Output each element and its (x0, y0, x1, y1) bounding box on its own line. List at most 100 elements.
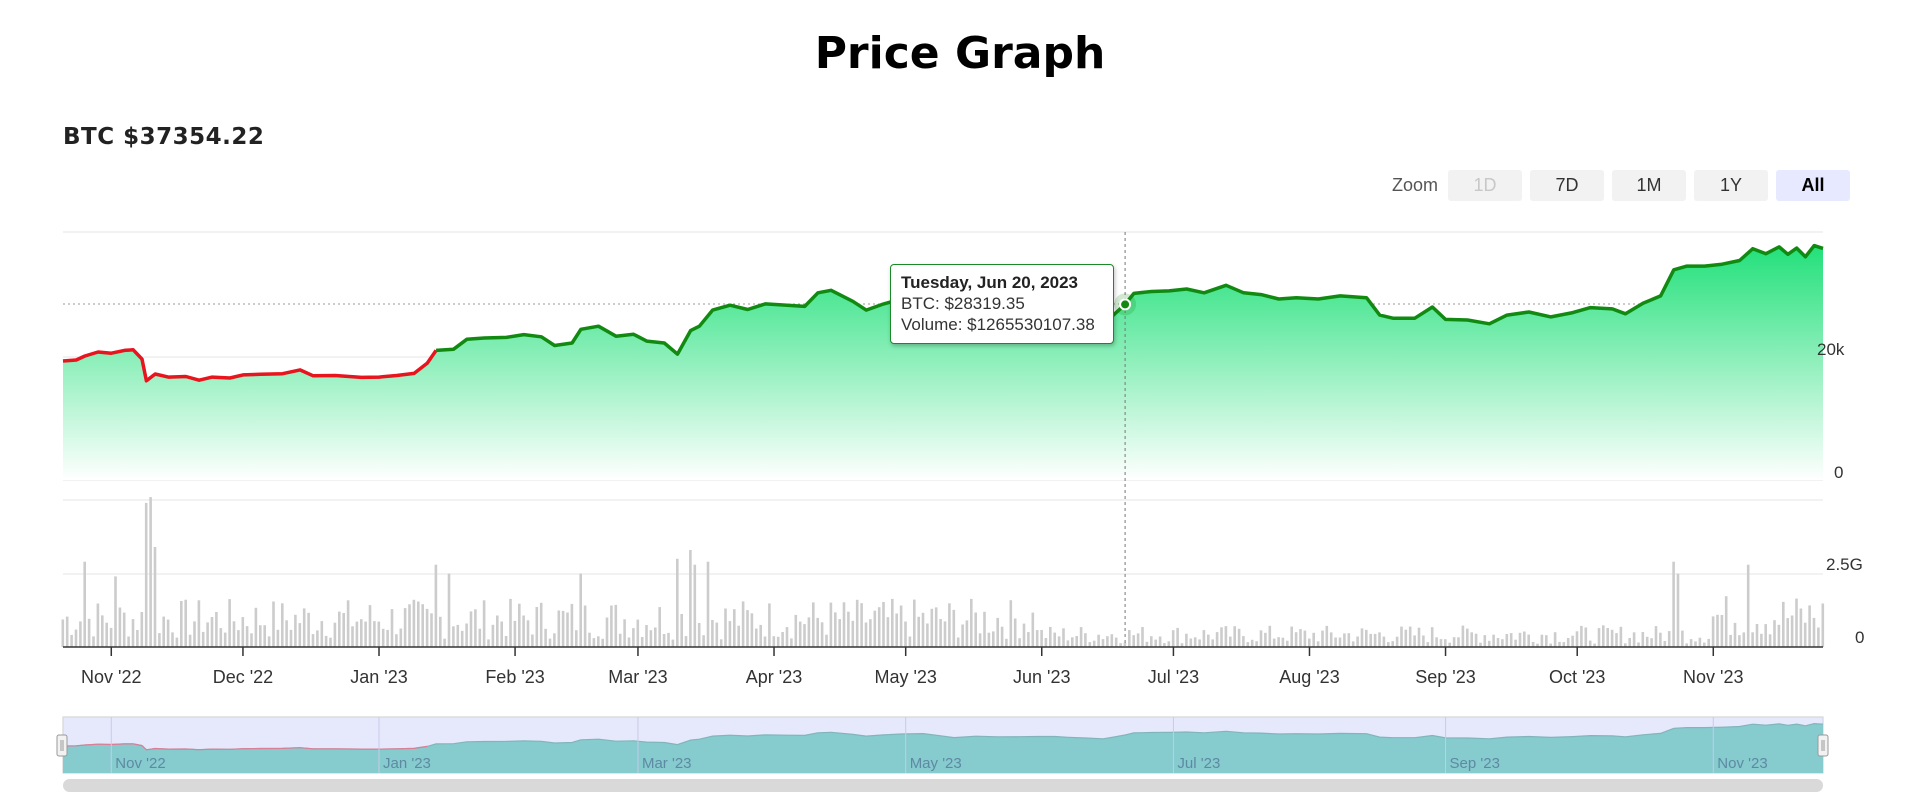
volume-bar (899, 605, 903, 647)
volume-bar (92, 636, 95, 647)
x-axis-tick-label: Feb '23 (485, 667, 544, 687)
volume-bar (131, 619, 135, 647)
volume-bar (1141, 627, 1144, 647)
zoom-1y-button[interactable]: 1Y (1694, 170, 1768, 201)
volume-bar (1220, 627, 1223, 647)
volume-bar (733, 609, 736, 647)
volume-bar (65, 616, 69, 647)
volume-bar (219, 628, 223, 647)
volume-bar (1049, 626, 1052, 647)
volume-bar (1509, 633, 1513, 647)
volume-bar (610, 605, 613, 647)
volume-bar (825, 634, 828, 647)
volume-bar (697, 623, 701, 647)
volume-bar (1738, 635, 1741, 647)
volume-bar (469, 611, 473, 647)
price-line-down-segment (62, 348, 438, 383)
volume-bar (583, 605, 587, 647)
volume-bar (847, 611, 850, 647)
zoom-1m-button[interactable]: 1M (1612, 170, 1686, 201)
volume-bar (820, 622, 824, 647)
volume-bar (838, 619, 841, 647)
volume-bar (96, 603, 100, 647)
volume-bar (1720, 615, 1724, 647)
volume-bar (640, 637, 644, 647)
volume-bar (228, 599, 231, 647)
volume-bar (1066, 640, 1070, 647)
navigator-scrollbar[interactable] (63, 779, 1823, 792)
volume-bar (1654, 626, 1658, 647)
volume-bar (684, 636, 688, 647)
volume-bar (930, 608, 934, 647)
volume-bar (1040, 630, 1043, 647)
volume-bar (1057, 636, 1061, 647)
volume-bar (1821, 603, 1825, 647)
volume-bar (1101, 639, 1105, 647)
volume-bar (101, 615, 104, 647)
volume-bar (1150, 636, 1153, 647)
volume-bar (381, 628, 385, 647)
volume-bar (1035, 630, 1039, 647)
volume-bar (346, 600, 350, 647)
volume-bar (1523, 631, 1526, 647)
volume-bar (978, 633, 982, 647)
volume-bar (983, 611, 986, 647)
volume-bar (992, 631, 995, 647)
volume-bar (544, 628, 547, 647)
volume-bar (741, 601, 745, 647)
volume-bar (201, 631, 205, 647)
volume-bar (316, 630, 319, 647)
volume-bar (166, 619, 170, 647)
price-area (63, 245, 1823, 480)
volume-bar (1312, 632, 1315, 647)
volume-bar (1716, 614, 1719, 647)
volume-bar (970, 598, 973, 647)
volume-bar (1501, 639, 1504, 647)
volume-bar (1711, 616, 1715, 647)
navigator-selection-mask[interactable] (63, 717, 1823, 773)
volume-bar (79, 621, 82, 647)
volume-bar (421, 604, 424, 647)
volume-bar (1373, 633, 1377, 647)
volume-bar (403, 608, 407, 647)
volume-bar (807, 617, 811, 647)
volume-bar (1698, 637, 1702, 647)
volume-bar (1479, 642, 1482, 647)
volume-bar (803, 624, 806, 647)
volume-bar (908, 636, 912, 647)
zoom-1d-button[interactable]: 1D (1448, 170, 1522, 201)
volume-bar (834, 612, 837, 647)
volume-bar (711, 620, 714, 647)
navigator-left-handle[interactable] (56, 734, 68, 757)
volume-bar (281, 603, 284, 647)
zoom-all-button[interactable]: All (1776, 170, 1850, 201)
volume-bar (1009, 600, 1013, 647)
volume-bar (1198, 639, 1201, 647)
volume-bar (601, 638, 604, 647)
navigator-right-handle[interactable] (1817, 734, 1829, 757)
volume-bar (1566, 638, 1570, 647)
x-axis-tick-label: Jul '23 (1148, 667, 1199, 687)
volume-bar (1408, 626, 1412, 647)
volume-bar (355, 621, 359, 647)
x-axis-tick-label: Aug '23 (1279, 667, 1340, 687)
x-axis-tick-label: Oct '23 (1549, 667, 1605, 687)
tooltip-volume: Volume: $1265530107.38 (901, 315, 1095, 334)
volume-bar (1439, 639, 1443, 647)
volume-bar (518, 603, 521, 647)
zoom-7d-button[interactable]: 7D (1530, 170, 1604, 201)
volume-bar (250, 633, 253, 647)
x-axis-tick-label: May '23 (874, 667, 936, 687)
volume-bar (1505, 634, 1509, 647)
volume-bar (237, 630, 240, 647)
navigator[interactable]: Nov '22 Jan '23 Mar '23 May '23 Jul '23 Sep '… (56, 716, 1829, 792)
volume-bar (1448, 642, 1451, 647)
volume-bar (566, 612, 569, 647)
volume-bar (1470, 632, 1473, 647)
x-axis-tick-label: Nov '22 (81, 667, 141, 687)
volume-bar (1321, 630, 1324, 647)
volume-bar (667, 632, 670, 647)
navigator-tick-label: Jan '23 (383, 755, 431, 772)
